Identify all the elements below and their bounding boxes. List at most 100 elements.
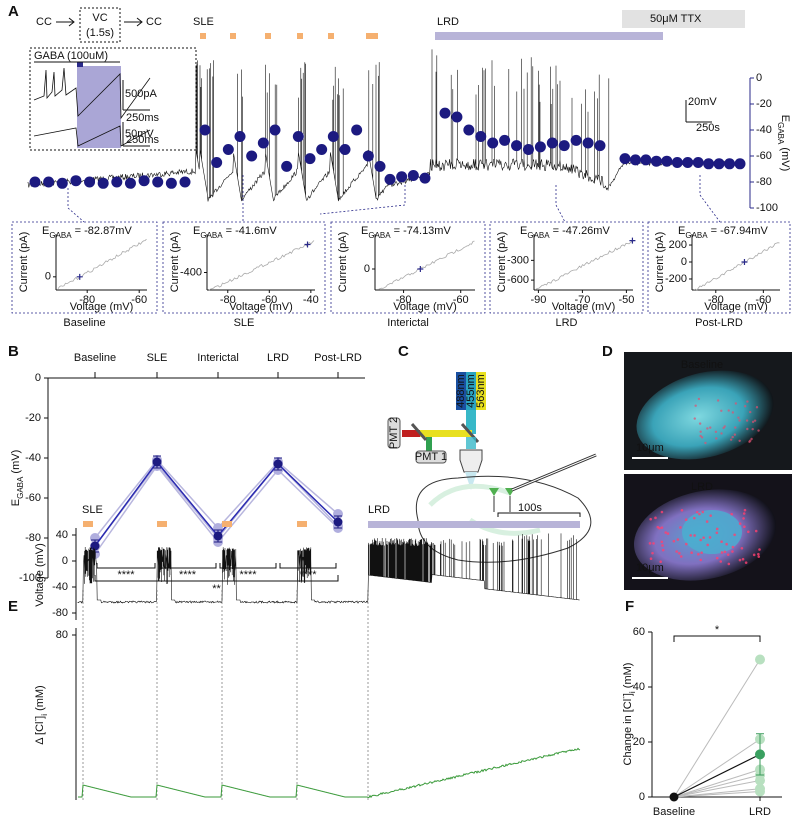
puncta: [656, 525, 660, 529]
cell-line: [673, 780, 761, 798]
y-tick-label: 200: [669, 239, 687, 251]
y-tick-label: -100: [756, 202, 778, 214]
egaba-point: [713, 158, 725, 170]
egaba-point: [165, 177, 177, 189]
puncta: [685, 542, 688, 546]
puncta: [746, 427, 749, 431]
sle-marker: [328, 33, 334, 39]
egaba-point: [111, 176, 123, 188]
egaba-point: [439, 107, 451, 119]
y-tick-label: 0: [35, 372, 41, 384]
y-tick-label: -400: [180, 266, 202, 278]
puncta: [731, 435, 734, 439]
egaba-point: [594, 140, 606, 152]
microscopy-images: [624, 352, 792, 590]
cell-line: [673, 738, 761, 798]
axis-label: EGABA (mV): [10, 450, 25, 506]
label-part: E: [42, 225, 49, 237]
y-tick-label: -100: [19, 572, 41, 584]
egaba-point: [570, 134, 582, 146]
x-tick-label: LRD: [267, 352, 289, 364]
egaba-point: [124, 177, 136, 189]
x-tick-label: -60: [755, 294, 771, 306]
y-axis-label: Voltage (mV): [34, 543, 46, 607]
inset-frame: [11, 221, 158, 314]
y-tick-label: 0: [364, 263, 370, 275]
panel-label: A: [8, 3, 19, 20]
egaba-point: [384, 173, 396, 185]
puncta: [743, 508, 747, 512]
egaba-point: [179, 176, 191, 188]
egaba-point: [246, 150, 258, 162]
puncta: [742, 517, 745, 520]
puncta: [654, 516, 657, 520]
puncta: [727, 409, 730, 412]
puncta: [738, 419, 741, 422]
egaba-point: [234, 131, 246, 142]
puncta: [705, 520, 709, 523]
reversal-marker: [304, 241, 311, 248]
scale-bar: [497, 512, 581, 517]
egaba-point: [650, 155, 662, 167]
puncta: [750, 437, 753, 441]
image-label: Baseline: [681, 359, 723, 371]
image-label: LRD: [691, 481, 713, 493]
puncta: [734, 426, 737, 429]
sle-marker: [265, 33, 271, 39]
puncta: [694, 404, 697, 407]
puncta: [757, 552, 760, 556]
x-tick-label: -90: [530, 294, 546, 306]
scale-label: 10μm: [636, 562, 664, 574]
lrd-bar: [435, 32, 663, 40]
label-part: Change in [Cl: [622, 699, 634, 766]
egaba-point: [511, 140, 523, 152]
puncta: [738, 522, 742, 525]
y-tick-label: -600: [507, 274, 529, 286]
laser-label: 455nm: [465, 374, 477, 408]
sle-marker: [200, 33, 206, 39]
label: VC: [92, 12, 107, 24]
puncta: [649, 557, 653, 561]
y-tick-label: -80: [52, 607, 68, 619]
pmt-box: [415, 450, 447, 464]
puncta: [720, 409, 723, 413]
egaba-point: [734, 158, 746, 170]
label: LRD: [437, 16, 459, 28]
egaba-point: [199, 124, 211, 136]
puncta: [708, 536, 712, 539]
x-tick-label: -60: [453, 294, 469, 306]
puncta: [751, 427, 754, 431]
egaba-point: [463, 124, 475, 136]
scale-label: 10μm: [636, 442, 664, 454]
label-part: E: [10, 499, 22, 506]
puncta: [752, 553, 756, 557]
y-axis-label: Current (pA): [18, 232, 30, 293]
y-axis-label: Current (pA): [169, 232, 181, 293]
egaba-point: [138, 175, 150, 187]
sle-marker: [297, 33, 303, 39]
puncta: [706, 427, 709, 430]
puncta: [715, 527, 719, 531]
voltage-trace: [27, 49, 746, 202]
puncta: [693, 516, 696, 520]
label-part: GABA: [49, 231, 72, 240]
label: SLE: [82, 504, 103, 516]
y-axis-label: Current (pA): [337, 232, 349, 293]
connector: [67, 188, 85, 223]
puncta: [697, 552, 700, 556]
label-part: = -67.94mV: [708, 225, 769, 237]
bracket: [219, 563, 277, 569]
mean-line: [673, 753, 761, 798]
label-part: (mV): [10, 450, 22, 477]
egaba-point: [84, 176, 96, 188]
label-part: ]: [622, 693, 634, 696]
y-tick-label: -40: [25, 452, 41, 464]
puncta: [753, 419, 757, 422]
pmt-label: PMT 2: [388, 417, 400, 449]
arrow: [124, 17, 143, 27]
egaba-point: [281, 160, 293, 172]
reversal-marker: [417, 266, 424, 272]
axis-label: EGABA = -47.26mV: [520, 225, 610, 240]
significance: ****: [117, 569, 135, 581]
egaba-point: [339, 144, 351, 155]
